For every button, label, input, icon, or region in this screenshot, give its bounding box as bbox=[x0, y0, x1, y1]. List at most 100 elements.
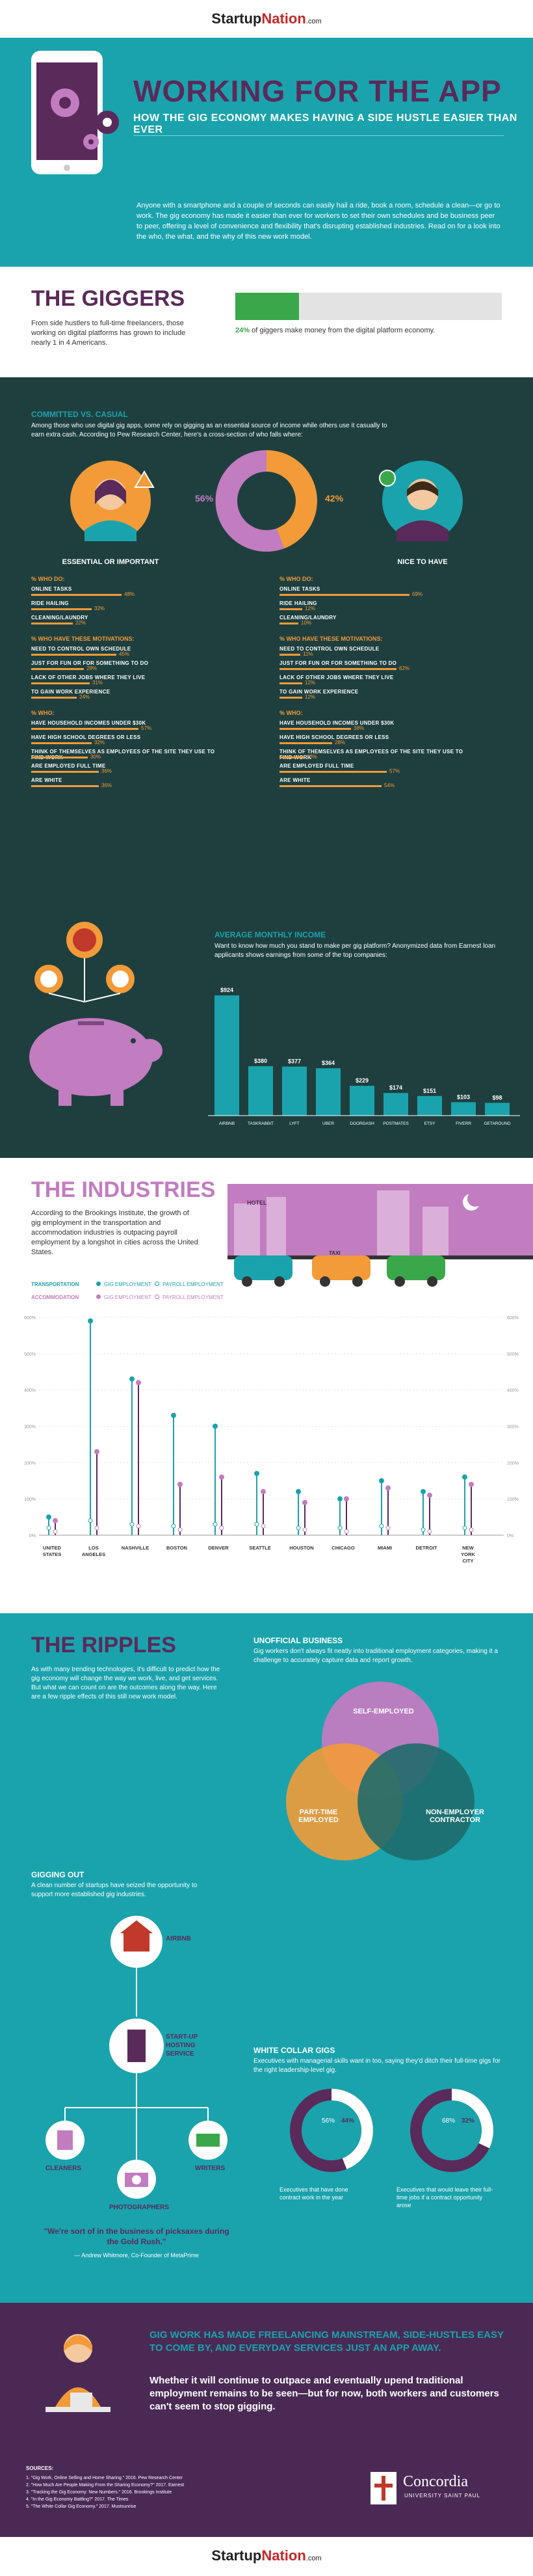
trans-payroll-point bbox=[129, 1522, 135, 1527]
right-do-value: 12% bbox=[305, 606, 316, 611]
acc-payroll-point bbox=[344, 1529, 349, 1534]
city-label: HOUSTON bbox=[289, 1545, 313, 1551]
right-who-label: HAVE HIGH SCHOOL DEGREES OR LESS bbox=[280, 734, 389, 740]
logo-word-b: Nation bbox=[261, 2547, 306, 2564]
left-do-bar bbox=[31, 594, 122, 596]
acc-payroll-point bbox=[94, 1525, 99, 1531]
left-do-label: RIDE HAILING bbox=[31, 600, 69, 606]
left-mot-value: 28% bbox=[86, 665, 98, 671]
trans-gig-point bbox=[213, 1423, 218, 1429]
left-do-bar bbox=[31, 608, 92, 610]
income-title: AVERAGE MONTHLY INCOME bbox=[214, 930, 326, 939]
flow-photographers: PHOTOGRAPHERS bbox=[109, 2204, 170, 2211]
phone-gear-illustration bbox=[31, 51, 119, 174]
right-do-bar bbox=[280, 623, 298, 624]
city-label: NEW bbox=[462, 1545, 474, 1551]
left-mot-label: NEED TO CONTROL OWN SCHEDULE bbox=[31, 646, 131, 652]
city-label: MIAMI bbox=[378, 1545, 392, 1551]
left-who-label: ARE EMPLOYED FULL TIME bbox=[31, 763, 106, 769]
tick-label-right: 200% bbox=[507, 1461, 519, 1466]
giggers-progress-fill bbox=[235, 293, 300, 320]
university-name: Concordia bbox=[403, 2473, 468, 2490]
legend-trans-pay: PAYROLL EMPLOYMENT bbox=[162, 1281, 224, 1287]
donut-fill bbox=[290, 2089, 373, 2172]
city-label: NASHVILLE bbox=[122, 1545, 150, 1551]
acc-gig-point bbox=[136, 1380, 141, 1386]
acc-payroll-point bbox=[219, 1525, 224, 1531]
trans-payroll-point bbox=[171, 1523, 176, 1529]
right-do-label: CLEANING/LAUNDRY bbox=[280, 615, 337, 621]
cta-line2: Whether it will continue to outpace and … bbox=[150, 2375, 499, 2412]
left-who-bar bbox=[31, 785, 99, 787]
committed-section: COMMITTED VS. CASUAL Among those who use… bbox=[0, 377, 533, 898]
trans-payroll-point bbox=[379, 1523, 384, 1529]
logo-word-b: Nation bbox=[261, 10, 306, 27]
tick-label-right: 400% bbox=[507, 1389, 519, 1393]
tick-label-right: 300% bbox=[507, 1425, 519, 1430]
left-who-label: ARE WHITE bbox=[31, 777, 62, 783]
giggers-stat-pct: 24% bbox=[235, 327, 250, 334]
bottom-logo-bar: StartupNation.com bbox=[0, 2537, 533, 2576]
white-collar-donuts bbox=[290, 2089, 493, 2172]
industries-lollipop-chart: 600% 600% 500% 500% 400% 400% 300% 300% 200% 200%… bbox=[24, 1316, 519, 1564]
giggers-stat-text: of giggers make money from the digital p… bbox=[252, 327, 436, 334]
giggers-progress-track bbox=[235, 293, 502, 320]
left-who-bar bbox=[31, 771, 99, 773]
left-mot-bar bbox=[31, 697, 77, 699]
committed-illustration bbox=[70, 449, 463, 552]
acc-payroll-point bbox=[427, 1529, 432, 1534]
giggers-section: THE GIGGERS From side hustlers to full-t… bbox=[0, 267, 533, 377]
donut2-a: 68% bbox=[442, 2117, 456, 2125]
left-who-label: HAVE HIGH SCHOOL DEGREES OR LESS bbox=[31, 734, 141, 740]
donut1-a: 56% bbox=[322, 2117, 335, 2125]
gigging-text: A clean number of startups have seized t… bbox=[31, 1882, 198, 1898]
right-who-label: ARE EMPLOYED FULL TIME bbox=[280, 763, 354, 769]
flow-hosting: START-UP HOSTING SERVICE bbox=[166, 2033, 198, 2058]
left-who-bar bbox=[31, 728, 138, 730]
trans-gig-point bbox=[462, 1474, 467, 1480]
piggy-bank-illustration bbox=[29, 922, 162, 1106]
industries-text: According to the Brookings Institute, th… bbox=[31, 1209, 198, 1256]
income-bar bbox=[417, 1095, 442, 1116]
left-do-value: 22% bbox=[75, 620, 86, 626]
source-item: 5. "The White Collar Gig Economy." 2017.… bbox=[26, 2504, 136, 2509]
acc-gig-point bbox=[53, 1518, 58, 1523]
left-who-value: 36% bbox=[101, 768, 112, 774]
flow-airbnb: AIRBNB bbox=[166, 1935, 191, 1942]
right-who-bar bbox=[280, 757, 304, 758]
left-mot-bar bbox=[31, 654, 116, 656]
right-pct: 42% bbox=[325, 493, 344, 503]
right-who-label: ARE WHITE bbox=[280, 777, 311, 783]
tick-label-left: 500% bbox=[24, 1352, 36, 1357]
right-mot-label: NEED TO CONTROL OWN SCHEDULE bbox=[280, 646, 380, 652]
right-do-label: ONLINE TASKS bbox=[280, 586, 320, 592]
trans-gig-point bbox=[379, 1478, 384, 1484]
income-bar bbox=[485, 1103, 510, 1116]
left-do-label: ONLINE TASKS bbox=[31, 586, 72, 592]
left-do-header: % WHO DO: bbox=[31, 576, 65, 582]
source-item: 4. "In the Gig Economy Battling?" 2017. … bbox=[26, 2497, 129, 2502]
source-item: 2. "How Much Are People Making From the … bbox=[26, 2483, 185, 2488]
legend-acc-pay-dot bbox=[155, 1295, 159, 1299]
right-mot-bar bbox=[280, 697, 302, 699]
taxi-sign: TAXI bbox=[329, 1250, 341, 1256]
right-do-bar bbox=[280, 608, 302, 610]
tick-label-left: 300% bbox=[24, 1425, 36, 1430]
venn-contractor: NON-EMPLOYER CONTRACTOR bbox=[426, 1808, 484, 1824]
trans-gig-point bbox=[296, 1489, 301, 1494]
donut2-caption: Executives that would leave their full-t… bbox=[396, 2186, 493, 2208]
left-mot-label: JUST FOR FUN OR FOR SOMETHING TO DO bbox=[31, 660, 149, 666]
source-item: 3. "Tracking the Gig Economy: New Number… bbox=[26, 2490, 172, 2495]
right-do-bar bbox=[280, 594, 410, 596]
donut-fill bbox=[410, 2089, 493, 2172]
left-who-value: 30% bbox=[90, 754, 101, 760]
gigging-title: GIGGING OUT bbox=[31, 1870, 84, 1879]
income-value: $98 bbox=[492, 1094, 502, 1101]
trans-payroll-point bbox=[421, 1527, 426, 1533]
income-value: $174 bbox=[389, 1084, 402, 1091]
tick-label-right: 0% bbox=[507, 1534, 514, 1538]
income-value: $229 bbox=[356, 1077, 369, 1084]
city-label: SEATTLE bbox=[249, 1545, 271, 1551]
income-bar bbox=[350, 1086, 374, 1116]
trans-gig-point bbox=[129, 1376, 135, 1382]
